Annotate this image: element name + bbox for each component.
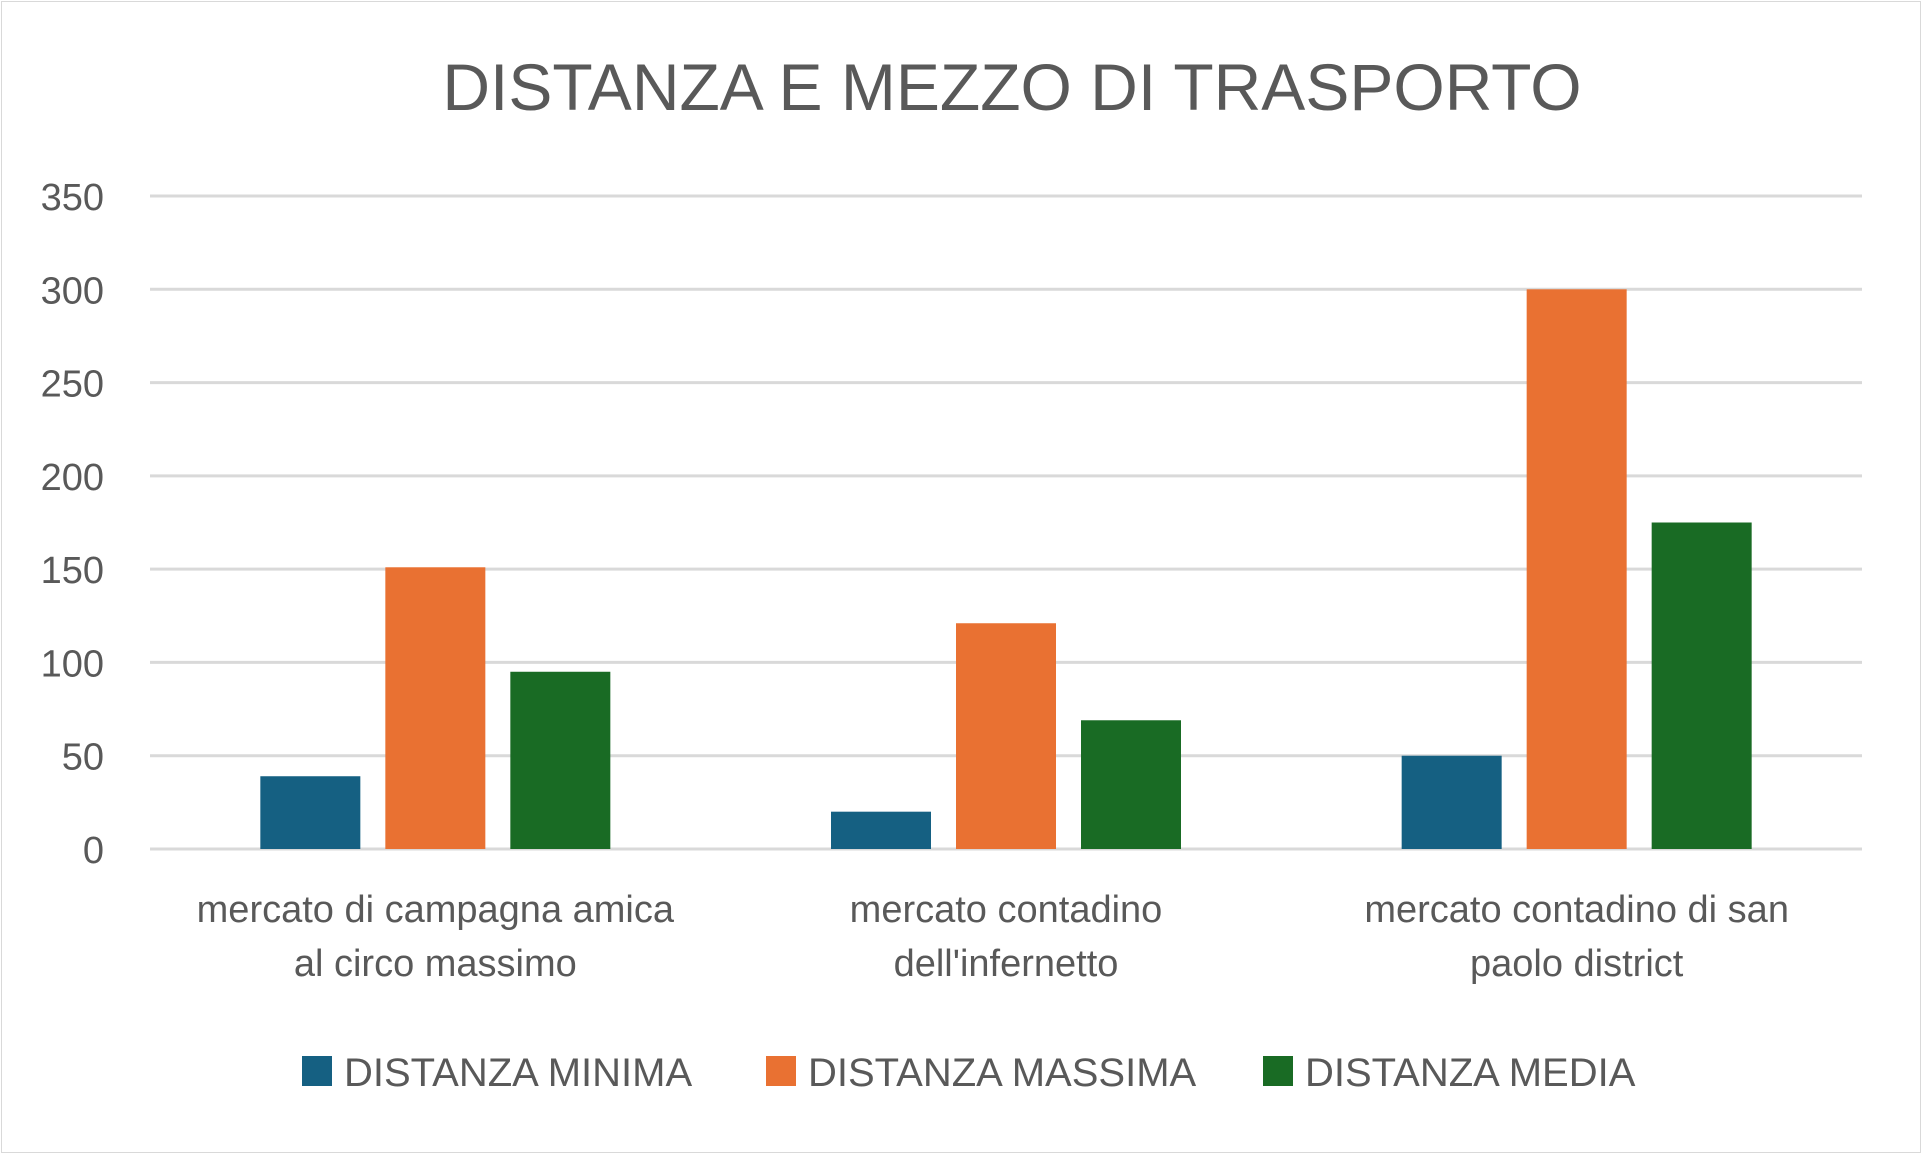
bar-distanza-minima-2 [1401,755,1502,849]
y-tick-label: 50 [62,737,104,779]
legend-swatch [302,1056,332,1086]
chart-title: DISTANZA E MEZZO DI TRASPORTO [442,50,1581,124]
x-category-label: mercato contadino di san [1364,889,1789,931]
x-category-label: paolo district [1470,943,1684,985]
bars [260,289,1752,849]
y-tick-label: 200 [41,457,104,499]
legend-label: DISTANZA MINIMA [344,1051,692,1095]
bar-distanza-media-2 [1651,522,1752,849]
legend-label: DISTANZA MASSIMA [808,1051,1197,1095]
x-category-label: al circo massimo [294,943,577,985]
bar-distanza-massima-2 [1526,289,1627,849]
x-category-label: mercato di campagna amica [197,889,675,931]
y-tick-label: 0 [83,830,104,872]
y-tick-label: 350 [41,177,104,219]
bar-distanza-massima-1 [956,623,1056,849]
bar-distanza-minima-1 [831,811,931,849]
x-category-label: dell'infernetto [894,943,1119,985]
x-category-label: mercato contadino [850,889,1163,931]
bar-distanza-massima-0 [385,567,486,849]
y-tick-label: 100 [41,643,104,685]
legend-swatch [1263,1056,1293,1086]
x-axis-categories: mercato di campagna amica al circo massim… [197,889,1789,985]
y-tick-label: 300 [41,270,104,312]
bar-distanza-media-0 [510,671,611,849]
y-tick-label: 250 [41,364,104,406]
legend-swatch [766,1056,796,1086]
legend-label: DISTANZA MEDIA [1305,1051,1636,1095]
y-tick-label: 150 [41,550,104,592]
legend: DISTANZA MINIMA DISTANZA MASSIMA DISTANZA … [302,1051,1636,1095]
bar-distanza-minima-0 [260,776,361,849]
y-axis-ticks: 0 50 100 150 200 250 300 350 [41,177,104,872]
bar-distanza-media-1 [1081,720,1181,849]
